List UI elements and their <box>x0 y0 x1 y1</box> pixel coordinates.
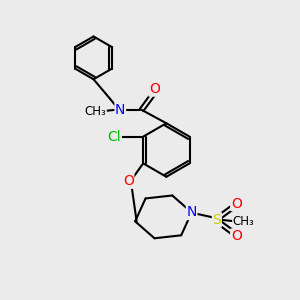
Text: O: O <box>149 82 160 96</box>
Text: S: S <box>212 213 221 227</box>
Text: N: N <box>115 103 125 117</box>
Text: O: O <box>231 229 242 243</box>
Text: O: O <box>123 174 134 188</box>
Text: CH₃: CH₃ <box>233 215 254 228</box>
Text: CH₃: CH₃ <box>84 105 106 118</box>
Text: O: O <box>231 196 242 211</box>
Text: Cl: Cl <box>107 130 121 144</box>
Text: N: N <box>186 206 197 219</box>
